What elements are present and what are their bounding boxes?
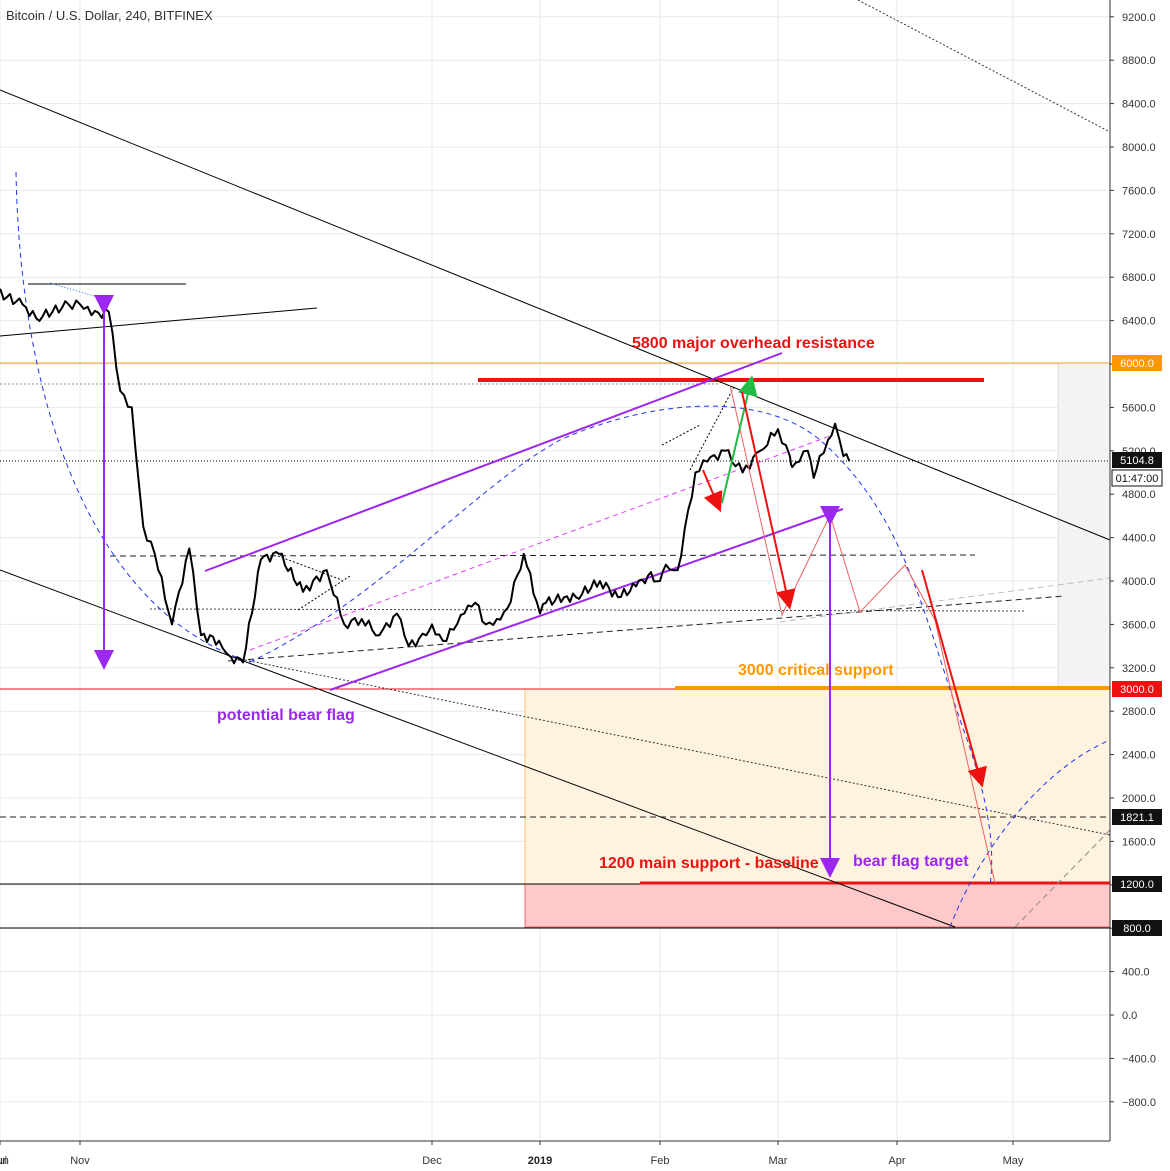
svg-text:3000.0: 3000.0: [1120, 684, 1154, 696]
x-tick-label: Dec: [422, 1155, 442, 1167]
badge-800: 800.0: [1112, 920, 1162, 936]
y-tick-label: 8400.0: [1122, 99, 1156, 111]
y-tick-label: 4800.0: [1122, 489, 1156, 501]
x-tick-label: Feb: [651, 1155, 670, 1167]
trendline-dashed-rising: [227, 595, 1066, 662]
y-tick-label: 7200.0: [1122, 229, 1156, 241]
purple-channel-top[interactable]: [204, 352, 783, 572]
purple-channel-bottom[interactable]: [329, 508, 844, 691]
side-shade-zone: [1057, 362, 1111, 690]
level-flag-top: [109, 554, 976, 557]
y-tick-label: 7600.0: [1122, 185, 1156, 197]
svg-text:800.0: 800.0: [1123, 923, 1151, 935]
annotation-resistance: 5800 major overhead resistance: [632, 335, 875, 352]
x-tick-label: 2019: [528, 1155, 552, 1167]
support-zone: [524, 688, 1111, 885]
badge-current-price: 5104.8: [1112, 452, 1162, 468]
y-tick-label: 6400.0: [1122, 316, 1156, 328]
trendline-dotted-long: [244, 659, 1111, 836]
blue-arc-left: [15, 171, 251, 663]
trendline-gray-dashed: [1014, 829, 1111, 928]
y-tick-label: 0.0: [1122, 1010, 1137, 1022]
annotation-bear-flag: potential bear flag: [217, 707, 355, 724]
y-tick-label: 4000.0: [1122, 576, 1156, 588]
y-tick-label: 3600.0: [1122, 619, 1156, 631]
svg-text:6000.0: 6000.0: [1120, 358, 1154, 370]
blue-arc-right: [949, 739, 1111, 928]
upper-left-triangle-bottom: [0, 307, 318, 337]
price-line[interactable]: [0, 261, 851, 665]
y-tick-label: 4400.0: [1122, 533, 1156, 545]
y-tick-label: 5600.0: [1122, 402, 1156, 414]
level-flag-mid: [149, 608, 1026, 612]
trendline-lower[interactable]: [0, 569, 956, 928]
badge-6000: 6000.0: [1112, 355, 1162, 371]
y-tick-label: 8800.0: [1122, 55, 1156, 67]
small-dotted-4: [689, 384, 736, 471]
baseline-zone: [524, 883, 1111, 928]
x-tick-label: Jun: [0, 1155, 9, 1167]
y-tick-label: 9200.0: [1122, 12, 1156, 24]
arrow-red-down-1: [741, 391, 796, 610]
svg-text:01:47:00: 01:47:00: [1116, 473, 1159, 485]
badge-3000: 3000.0: [1112, 681, 1162, 697]
small-dotted-3: [661, 424, 701, 446]
small-dotted-1: [277, 555, 343, 581]
y-tick-label: −400.0: [1122, 1053, 1156, 1065]
grid-lines: [0, 0, 1110, 1141]
x-tick-label: Jul: [0, 1155, 7, 1167]
x-tick-label: Apr: [888, 1155, 905, 1167]
badge-countdown: 01:47:00: [1111, 469, 1163, 487]
badge-1200: 1200.0: [1112, 876, 1162, 892]
y-tick-label: 400.0: [1122, 967, 1150, 979]
blue-arc-middle: [249, 405, 993, 886]
upper-left-dotted: [49, 282, 109, 301]
x-tick-label: Nov: [70, 1155, 90, 1167]
trendline-dotted-top: [857, 0, 1111, 133]
chart-title: Bitcoin / U.S. Dollar, 240, BITFINEX: [6, 8, 213, 23]
x-tick-label: Mar: [769, 1155, 788, 1167]
badge-1821: 1821.1: [1112, 809, 1162, 825]
x-tick-label: May: [1003, 1155, 1024, 1167]
arrow-red-small: [702, 469, 723, 513]
y-tick-label: −800.0: [1122, 1097, 1156, 1109]
time-axis[interactable]: Nov Dec 2019 Feb Mar Apr May JunJul: [0, 1141, 1024, 1167]
y-tick-label: 3200.0: [1122, 663, 1156, 675]
annotation-critical-support: 3000 critical support: [738, 662, 894, 679]
y-tick-label: 2400.0: [1122, 750, 1156, 762]
svg-text:5104.8: 5104.8: [1120, 455, 1154, 467]
svg-text:1821.1: 1821.1: [1120, 812, 1154, 824]
y-tick-label: 2000.0: [1122, 793, 1156, 805]
annotation-main-support: 1200 main support - baseline: [599, 855, 819, 872]
y-tick-label: 2800.0: [1122, 706, 1156, 718]
magenta-mid-line: [249, 435, 831, 651]
annotation-bear-flag-target: bear flag target: [853, 853, 969, 870]
trendline-upper[interactable]: [0, 89, 1111, 541]
y-tick-label: 6800.0: [1122, 272, 1156, 284]
y-tick-label: 1600.0: [1122, 836, 1156, 848]
y-tick-label: 8000.0: [1122, 142, 1156, 154]
price-axis[interactable]: 9200.0 8800.0 8400.0 8000.0 7600.0 7200.0 6800…: [1110, 12, 1156, 1109]
arrow-green-up: [721, 375, 758, 504]
svg-text:1200.0: 1200.0: [1120, 879, 1154, 891]
arrow-red-down-2: [921, 569, 987, 788]
